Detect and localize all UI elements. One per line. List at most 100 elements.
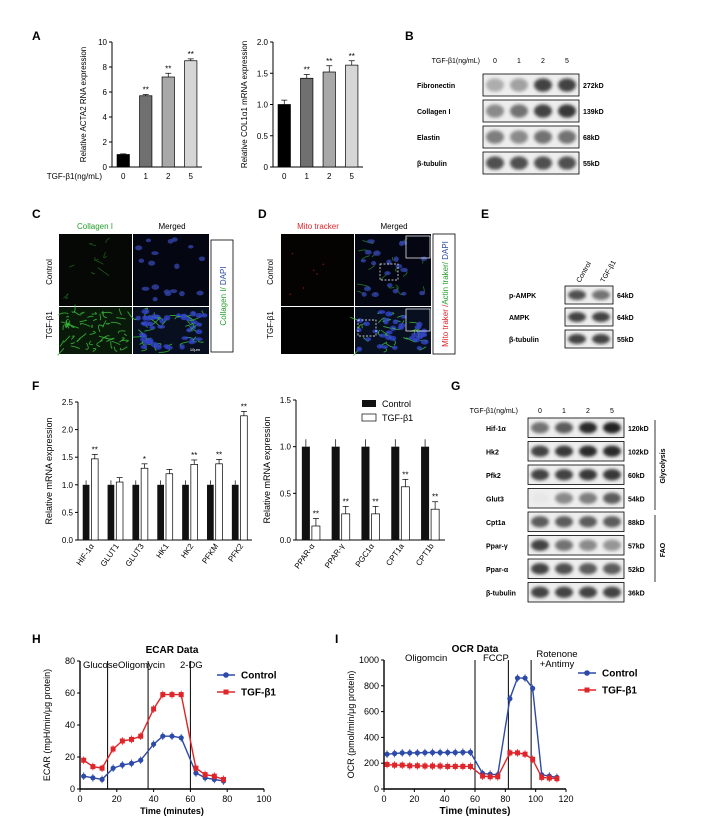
nucleus [169, 289, 178, 294]
protein-label: Hif-1α [486, 426, 507, 433]
mito-dot [322, 263, 325, 266]
nucleus [188, 244, 194, 249]
bar-tgf [190, 464, 198, 541]
blot-header: TGF-β1(ng/mL) [470, 408, 518, 415]
micrograph-merged-control-d [355, 234, 431, 306]
blot-band [531, 563, 549, 575]
chart-fao-genes: 0.0 0.5 1.0 1.5 ** PPAR-α ** PPAR-γ ** PGC1α ** CPT… [262, 396, 445, 570]
blot-band [531, 469, 549, 481]
blot-band [568, 290, 586, 300]
fiber [93, 318, 97, 322]
x-tick-label: 1 [305, 172, 310, 181]
fiber [70, 325, 75, 328]
nucleus [386, 283, 393, 288]
fiber [68, 322, 80, 329]
fiber [70, 335, 75, 340]
data-point [384, 761, 390, 767]
mito-dot [289, 293, 291, 296]
injection-annotation: Oligomcin [405, 653, 447, 664]
nucleus [140, 321, 147, 326]
x-tick-label: 2 [327, 172, 332, 181]
x-tick-label: 5 [350, 172, 355, 181]
legend-marker [223, 689, 229, 695]
y-tick-label: 0.5 [62, 508, 74, 517]
fiber [78, 333, 87, 340]
nucleus [393, 256, 399, 262]
significance-mark: ** [349, 52, 355, 61]
data-point [392, 762, 398, 768]
lane-label: Control [576, 261, 594, 284]
y-axis-label: Relative COL1α1 mRNA expression [240, 41, 249, 168]
protein-label: Ppar-γ [486, 543, 508, 550]
data-point [467, 749, 474, 755]
legend-box-d [432, 233, 456, 355]
data-point [429, 749, 436, 756]
legend-marker [584, 687, 590, 693]
nucleus [196, 290, 204, 296]
x-tick-label: PFK2 [226, 542, 245, 564]
nucleus [371, 292, 379, 298]
blot-band [510, 130, 528, 144]
blot-band [558, 78, 576, 92]
x-tick-label: 20 [409, 794, 419, 804]
bar-control [421, 446, 430, 540]
blot-band [603, 586, 621, 598]
fiber [70, 341, 75, 345]
x-tick-label: 100 [528, 794, 543, 804]
blot-band [603, 422, 621, 434]
fiber [117, 330, 126, 334]
x-tick-label: 80 [222, 794, 232, 804]
y-tick-label: 0.5 [280, 489, 292, 498]
data-point [437, 749, 443, 756]
significance-mark: ** [326, 57, 332, 66]
fiber [99, 313, 102, 321]
data-point [178, 735, 184, 741]
nucleus [381, 345, 388, 349]
bar-tgf [341, 513, 351, 541]
data-point [384, 751, 390, 757]
fiber [80, 311, 85, 314]
western-blot-e: Control TGF-β1 p-AMPK 64kD AMPK 64kD β-tubulin… [509, 259, 634, 349]
fiber [102, 310, 108, 319]
significance-mark: ** [191, 451, 197, 460]
nucleus [367, 239, 375, 244]
x-tick-label: HK2 [179, 542, 196, 560]
nucleus [201, 313, 208, 318]
nucleus [411, 332, 418, 338]
x-tick-label: GLUT3 [124, 542, 146, 569]
nucleus [140, 336, 148, 343]
legend-label: Control [602, 669, 638, 680]
blot-strip [527, 441, 625, 462]
fiber [71, 304, 76, 313]
data-point [99, 765, 105, 771]
series-line [386, 677, 558, 779]
nucleus [372, 329, 379, 334]
y-tick-label: 800 [364, 681, 379, 691]
nucleus [198, 256, 206, 262]
y-tick-label: 60 [65, 688, 75, 698]
fiber [80, 322, 91, 327]
panel-label-f: F [32, 379, 39, 393]
fiber [65, 318, 71, 327]
bar-control [231, 484, 239, 540]
x-tick-label: CPT1a [384, 542, 406, 568]
fiber [113, 346, 118, 352]
data-point [90, 775, 96, 781]
western-blot-b: TGF-β1(ng/mL) 0 1 2 5 Fibronectin 272kD Collage… [417, 58, 604, 175]
blot-band [534, 156, 552, 170]
data-point [530, 685, 536, 691]
protein-label: Glut3 [486, 496, 504, 503]
nucleus [360, 258, 367, 263]
group-label: Glycolysis [660, 448, 667, 483]
y-tick-label: 0.0 [62, 536, 74, 545]
significance-mark: ** [313, 510, 319, 519]
bar-control [132, 484, 140, 540]
nucleus [138, 258, 145, 263]
data-point [128, 760, 135, 767]
inset-box-tgf [405, 308, 431, 332]
fiber [88, 340, 93, 346]
fiber [65, 293, 69, 300]
significance-mark: ** [372, 497, 378, 506]
bar-control [391, 446, 400, 540]
data-point [151, 741, 157, 747]
